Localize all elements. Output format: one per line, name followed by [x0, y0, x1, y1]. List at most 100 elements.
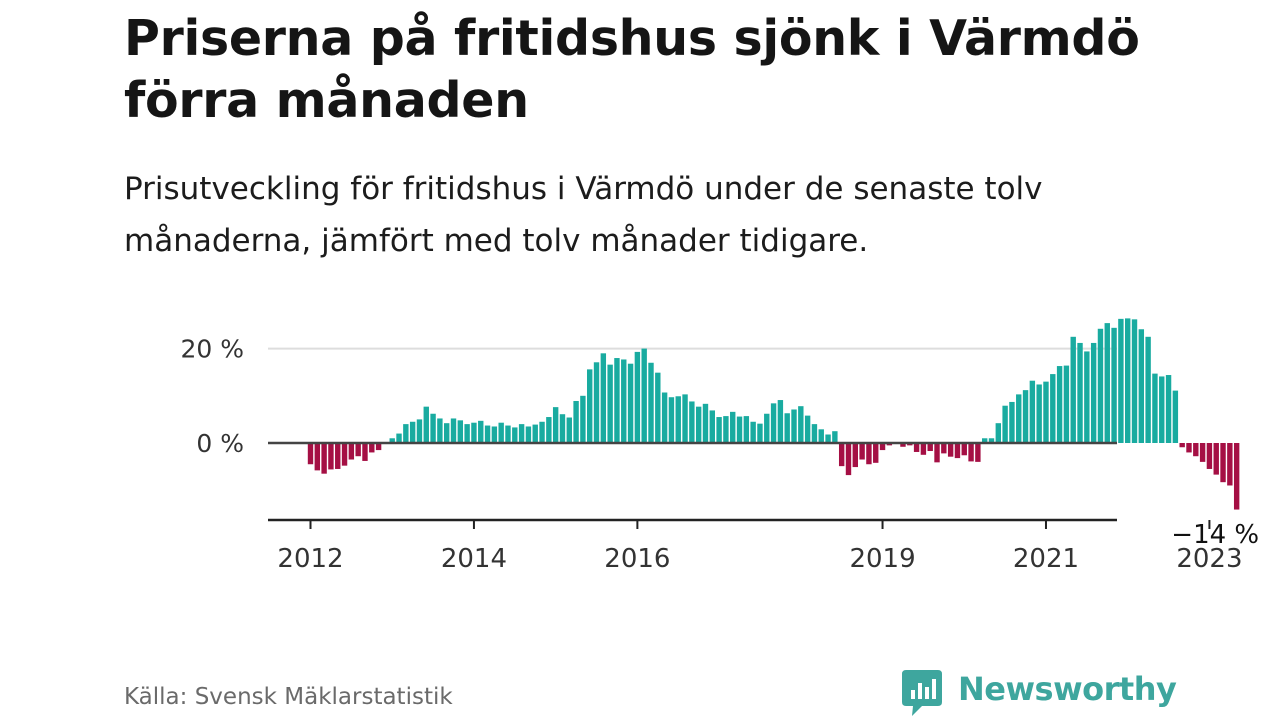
bar [573, 400, 579, 443]
y-tick-label: 0 % [196, 429, 244, 458]
bar [525, 426, 532, 443]
bar [396, 433, 402, 443]
bar [566, 417, 572, 443]
bar [437, 418, 443, 443]
bars [307, 318, 1240, 510]
bar [879, 443, 886, 451]
bar [559, 414, 566, 443]
bar [1145, 336, 1151, 443]
bar [852, 443, 858, 468]
bar [920, 443, 927, 455]
bar [845, 443, 852, 476]
bar [750, 421, 756, 443]
bar [954, 443, 961, 459]
bar [770, 403, 777, 443]
bar [362, 443, 368, 461]
value-annotation: −14 % [1171, 520, 1259, 550]
bar [409, 421, 416, 443]
bar [757, 423, 763, 443]
chart-subtitle: Prisutveckling för fritidshus i Värmdö u… [124, 171, 1043, 259]
bar [723, 416, 729, 443]
bar [621, 359, 627, 443]
bar [307, 443, 314, 465]
bar [505, 425, 511, 443]
bar [1097, 328, 1104, 443]
bar [1084, 351, 1090, 443]
bar [518, 424, 525, 443]
bar [1029, 380, 1036, 443]
bar [512, 427, 518, 443]
bar [1159, 376, 1165, 443]
bar-chart: 0 % 20 % 2012 2014 2016 2019 2021 2023−14 % [180, 318, 1262, 574]
bar [709, 410, 715, 443]
bar [546, 417, 552, 443]
bar [1186, 443, 1192, 453]
bar [695, 406, 702, 443]
bar [641, 348, 647, 443]
bar [716, 417, 722, 443]
x-tick-label: 2016 [604, 544, 670, 574]
bar [627, 363, 634, 443]
brand-name: Newsworthy [958, 670, 1177, 708]
bar [764, 413, 770, 443]
bar [1193, 443, 1199, 457]
bar [934, 443, 940, 463]
bar [1165, 375, 1172, 443]
bar [1016, 394, 1022, 443]
bar [478, 420, 484, 443]
bar [1227, 443, 1233, 486]
bar [981, 438, 988, 443]
bar [995, 423, 1002, 443]
bar [552, 407, 559, 443]
bar [539, 421, 545, 443]
bar [648, 362, 654, 443]
bar [614, 358, 620, 443]
bar [375, 443, 382, 451]
bar [1213, 443, 1219, 475]
bar [702, 403, 709, 443]
newsworthy-logo-icon [902, 670, 942, 716]
bar [450, 418, 457, 443]
bar [607, 364, 613, 443]
bar [341, 443, 348, 466]
bar [900, 443, 906, 447]
bar [791, 409, 797, 443]
bar [661, 392, 668, 443]
bar [593, 362, 600, 443]
bar [1022, 390, 1029, 443]
bar [1199, 443, 1206, 462]
bar [689, 401, 695, 443]
bar [1111, 327, 1117, 443]
bar [491, 426, 498, 443]
bar [1043, 381, 1049, 443]
y-tick-label: 20 % [180, 335, 244, 364]
bar [580, 395, 586, 443]
bar [1206, 443, 1213, 469]
bar [743, 416, 750, 443]
bar [1152, 373, 1158, 443]
bar [464, 424, 470, 443]
bar [355, 443, 361, 457]
bar [913, 443, 920, 452]
bar [859, 443, 865, 460]
bar [825, 434, 831, 443]
x-tick-label: 2019 [849, 544, 915, 574]
bar [675, 396, 681, 443]
bar [668, 397, 675, 443]
bar [811, 424, 818, 443]
bar [484, 425, 491, 443]
bar [587, 369, 593, 443]
x-tick-label: 2023 [1176, 544, 1242, 574]
source-note: Källa: Svensk Mäklarstatistik [124, 684, 453, 710]
bar [369, 443, 375, 453]
bar [1056, 366, 1063, 443]
bar [314, 443, 321, 471]
bar [321, 443, 327, 474]
bar [1090, 342, 1097, 443]
bar [730, 411, 736, 443]
bar [961, 443, 967, 456]
bar [873, 443, 879, 463]
bar [1104, 323, 1110, 443]
bar [682, 394, 688, 443]
bar [498, 422, 504, 443]
